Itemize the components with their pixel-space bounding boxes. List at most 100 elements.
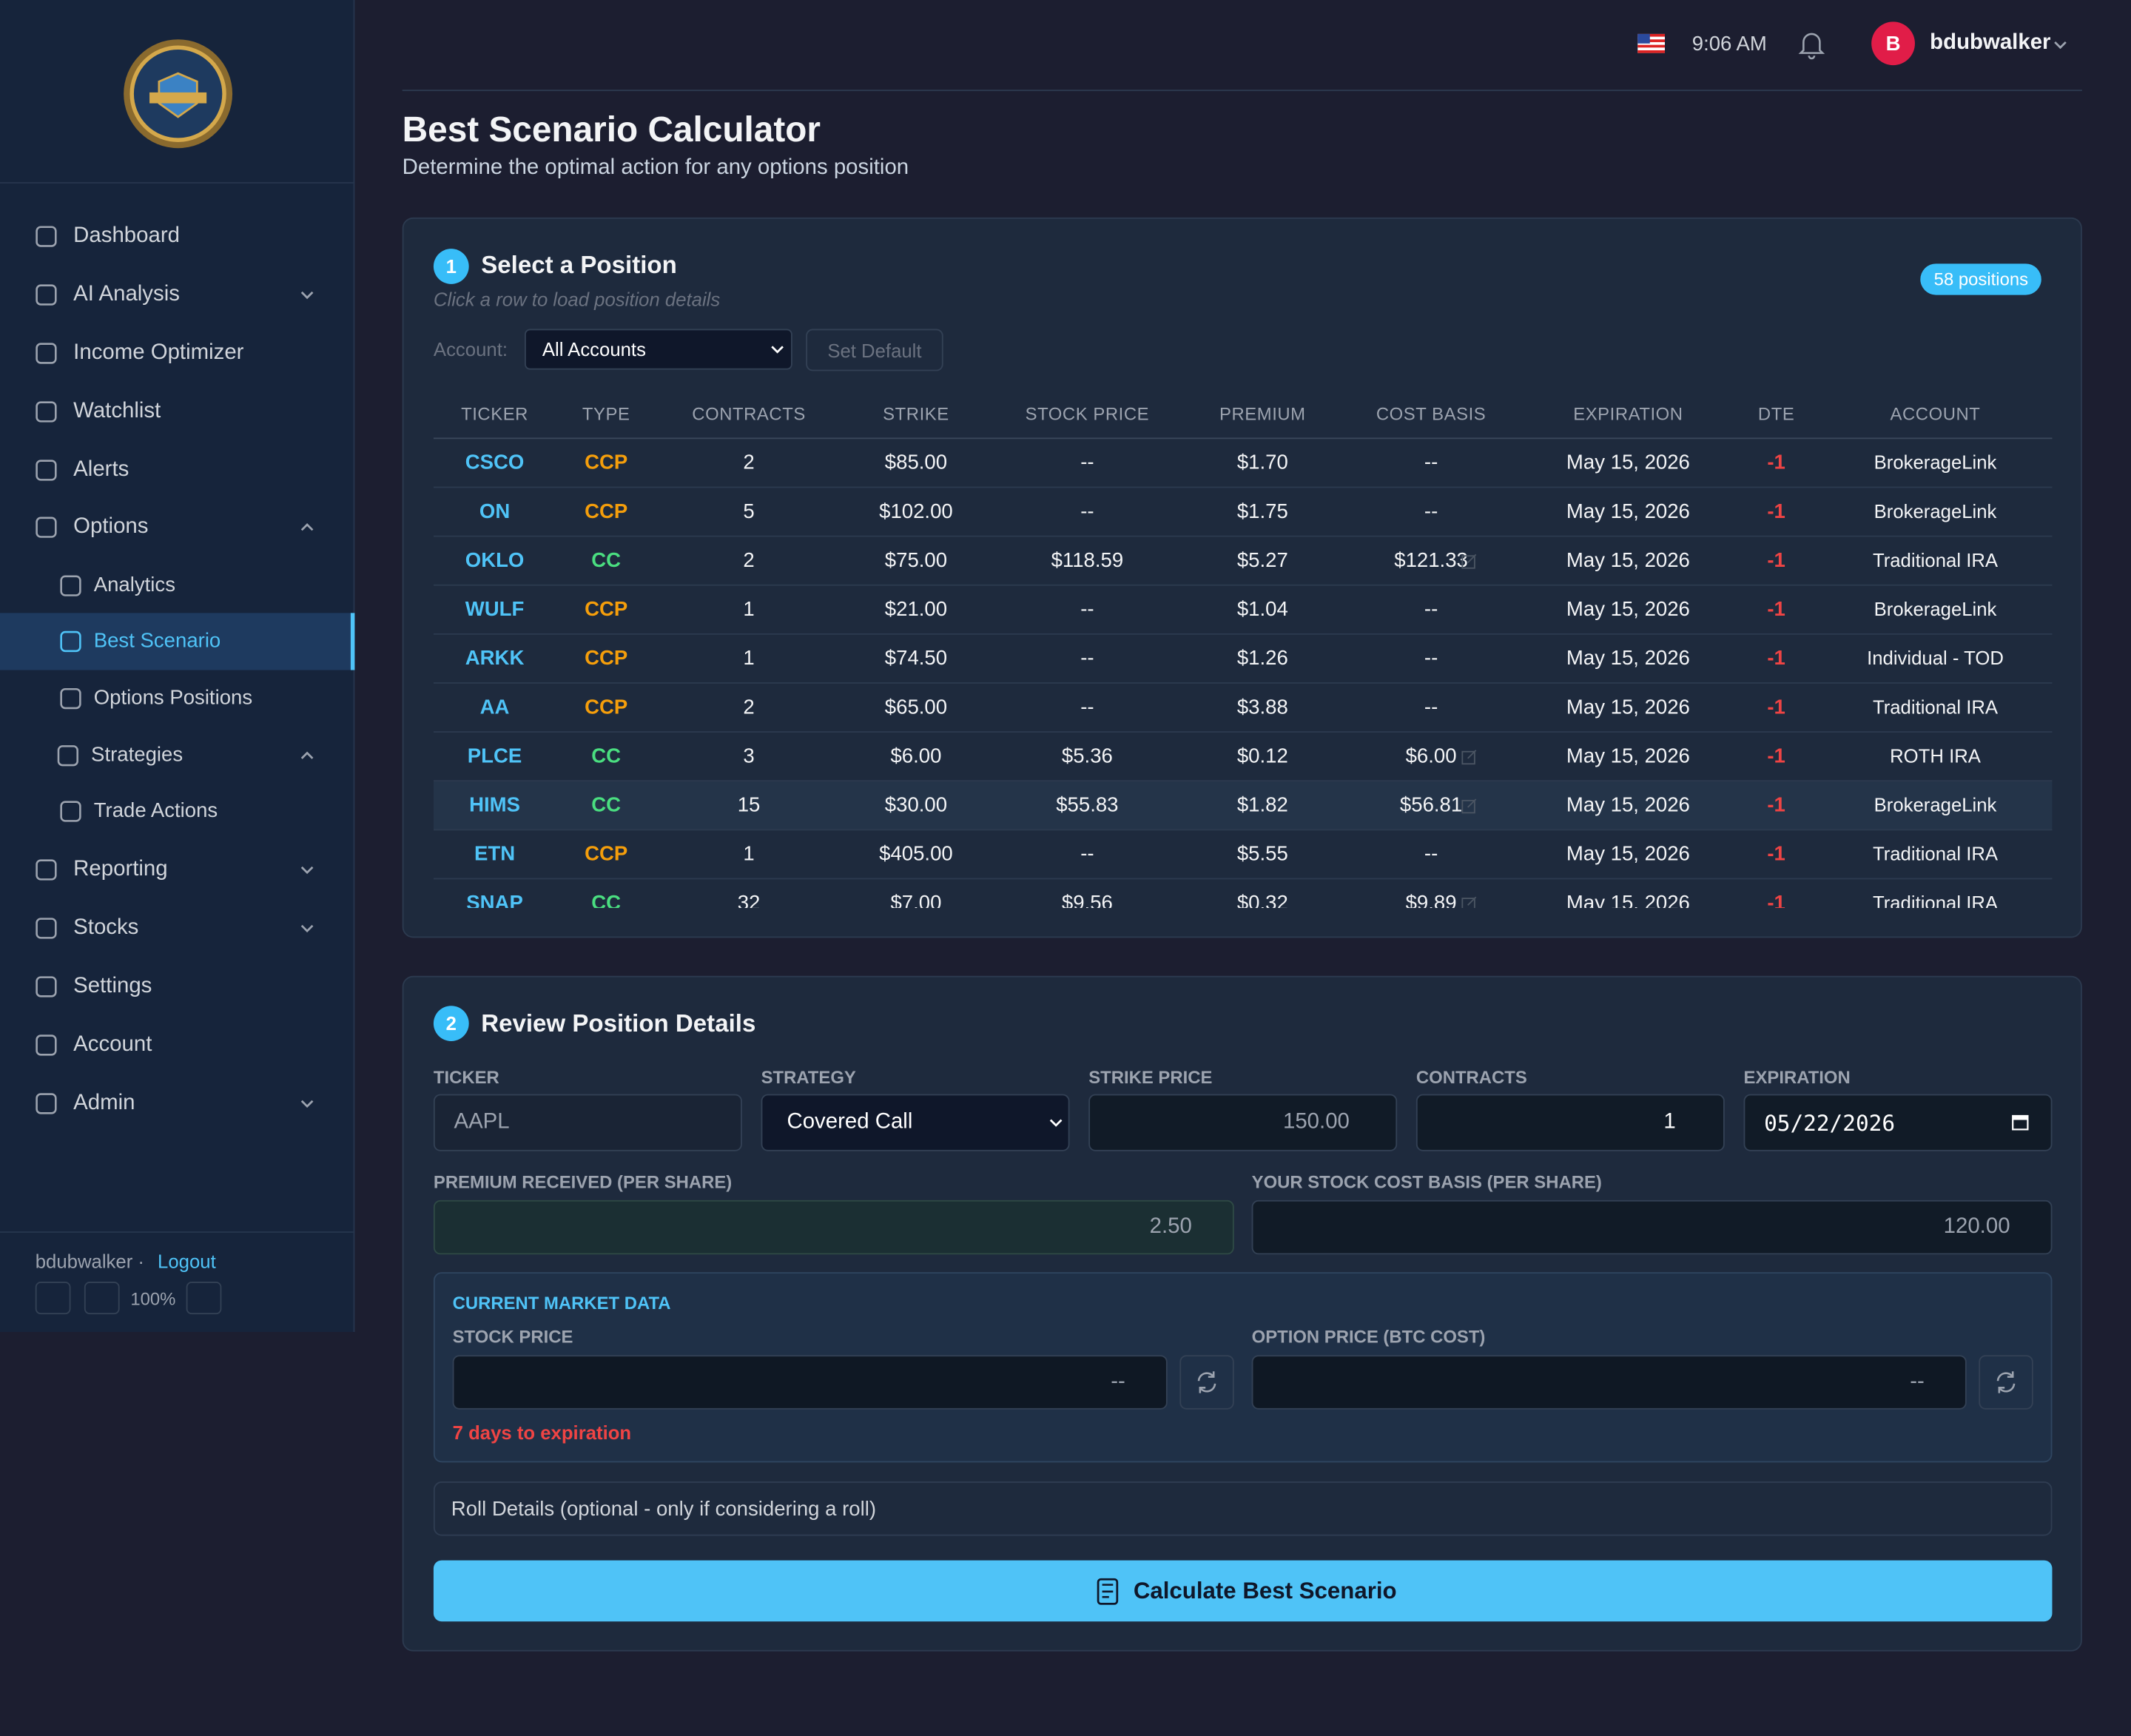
refresh-button[interactable] <box>1179 1355 1234 1410</box>
table-cell: $3.88 <box>1236 696 1288 719</box>
table-cell: May 15, 2026 <box>1566 696 1690 719</box>
table-cell: BrokerageLink <box>1874 499 1997 522</box>
column-header: EXPIRATION <box>1573 403 1683 425</box>
icon-button[interactable] <box>35 1282 71 1315</box>
table-cell: ROTH IRA <box>1890 744 1981 767</box>
nav-item[interactable]: Settings <box>73 974 152 998</box>
field-label: PREMIUM RECEIVED (PER SHARE) <box>433 1171 733 1192</box>
table-row[interactable]: WULF CCP 1 $21.00 -- $1.04 -- May 15, 2026 -1 Bro… <box>433 586 2053 635</box>
table-cell: CCP <box>585 499 628 524</box>
nav-item[interactable]: Account <box>73 1032 152 1057</box>
account-label: Account: <box>433 338 508 360</box>
table-cell: -1 <box>1767 647 1785 670</box>
table-body: CSCO CCP 2 $85.00 -- $1.70 -- May 15, 2026 -1 Bro… <box>433 439 2053 908</box>
table-cell: May 15, 2026 <box>1566 499 1690 524</box>
table-cell: $0.32 <box>1236 891 1288 908</box>
table-row[interactable]: SNAP CC 32 $7.00 $9.56 $0.32 $9.89 May 15, 2026… <box>434 879 2053 908</box>
strategy-select[interactable]: Covered Call <box>761 1094 1070 1151</box>
nav-icon <box>36 460 57 481</box>
table-cell: May 15, 2026 <box>1566 598 1690 622</box>
text-input[interactable]: 2.50 <box>433 1200 1234 1255</box>
nav-item[interactable]: Best Scenario <box>93 629 221 653</box>
edit-icon[interactable] <box>1461 798 1477 814</box>
table-row[interactable]: ARKK CCP 1 $74.50 -- $1.26 -- May 15, 2026 -1 Ind… <box>433 635 2053 684</box>
avatar[interactable]: B <box>1871 21 1915 66</box>
table-row[interactable]: ETN CCP 1 $405.00 -- $5.55 -- May 15, 2026 -1 Tra… <box>433 830 2053 880</box>
sidebar-divider <box>0 1231 355 1233</box>
table-cell: May 15, 2026 <box>1566 451 1690 475</box>
text-input[interactable]: AAPL <box>433 1094 742 1151</box>
table-row[interactable]: PLCE CC 3 $6.00 $5.36 $0.12 $6.00 May 15, 2026 -… <box>433 733 2053 782</box>
nav-item[interactable]: Trade Actions <box>93 799 218 823</box>
nav-icon <box>36 918 57 939</box>
text-input[interactable]: 1 <box>1415 1094 1725 1151</box>
table-cell: -- <box>1424 598 1438 622</box>
table-cell: SNAP <box>466 891 523 908</box>
table-row[interactable]: CSCO CCP 2 $85.00 -- $1.70 -- May 15, 2026 -1 Bro… <box>433 439 2053 488</box>
table-cell: May 15, 2026 <box>1566 842 1690 867</box>
nav-item[interactable]: Income Optimizer <box>73 341 244 365</box>
table-cell: -- <box>1080 842 1094 867</box>
clock: 9:06 AM <box>1691 33 1767 56</box>
nav-item[interactable]: Stocks <box>73 915 139 940</box>
chevron <box>1049 1119 1063 1127</box>
nav-item[interactable]: Reporting <box>73 857 168 881</box>
field-label: CONTRACTS <box>1415 1066 1527 1088</box>
text-input[interactable]: -- <box>1251 1355 1967 1410</box>
icon-button[interactable] <box>84 1282 120 1315</box>
table-cell: 2 <box>743 451 755 475</box>
table-cell: -- <box>1424 647 1438 670</box>
username[interactable]: bdubwalker <box>1930 31 2051 55</box>
table-cell: $1.82 <box>1236 793 1288 817</box>
account-select[interactable]: All Accounts <box>524 329 792 370</box>
table-cell: $5.55 <box>1236 842 1288 867</box>
nav-item[interactable]: Analytics <box>93 573 175 597</box>
field-label: STRIKE PRICE <box>1088 1066 1213 1088</box>
table-row[interactable]: AA CCP 2 $65.00 -- $3.88 -- May 15, 2026 -1 Tradi… <box>433 684 2053 733</box>
icon-button[interactable] <box>186 1282 222 1315</box>
text-input[interactable]: 120.00 <box>1251 1200 2053 1255</box>
section-title: Review Position Details <box>481 1009 756 1037</box>
refresh-button[interactable] <box>1979 1355 2033 1410</box>
table-row[interactable]: ON CCP 5 $102.00 -- $1.75 -- May 15, 2026 -1 Brok… <box>433 488 2053 537</box>
refresh-icon <box>1197 1371 1216 1393</box>
column-header: CONTRACTS <box>692 403 806 425</box>
chevron <box>2054 41 2067 50</box>
table-cell: -- <box>1424 499 1438 524</box>
table-cell: CC <box>591 793 622 817</box>
nav-item[interactable]: Watchlist <box>73 400 161 423</box>
table-cell: $405.00 <box>879 842 953 867</box>
nav-item[interactable]: Dashboard <box>73 224 180 248</box>
table-cell: HIMS <box>469 793 521 817</box>
text-input[interactable]: -- <box>452 1355 1168 1410</box>
hint: Click a row to load position details <box>433 288 721 310</box>
table-cell: PLCE <box>467 744 522 768</box>
table-cell: ARKK <box>465 647 525 670</box>
text-input[interactable]: 150.00 <box>1088 1094 1398 1151</box>
set-default-button[interactable]: Set Default <box>806 329 943 371</box>
table-cell: May 15, 2026 <box>1566 891 1690 908</box>
calculate-button[interactable] <box>433 1560 2053 1622</box>
table-row[interactable]: OKLO CC 2 $75.00 $118.59 $5.27 $121.33 May 15, … <box>433 537 2053 586</box>
logout-link[interactable]: Logout <box>158 1250 216 1273</box>
nav-item[interactable]: Admin <box>73 1091 135 1115</box>
nav-item[interactable]: Options Positions <box>93 686 253 710</box>
edit-icon[interactable] <box>1461 895 1477 908</box>
column-header: COST BASIS <box>1376 403 1487 425</box>
nav-item[interactable]: Options <box>73 515 149 539</box>
roll-details[interactable]: Roll Details (optional - only if conside… <box>433 1481 2053 1536</box>
table-cell: 2 <box>743 549 755 573</box>
edit-icon[interactable] <box>1461 554 1477 570</box>
table-cell: $1.26 <box>1236 647 1288 670</box>
field-label: STOCK PRICE <box>452 1326 573 1348</box>
table-cell: -1 <box>1767 451 1785 475</box>
nav-item[interactable]: AI Analysis <box>73 283 180 306</box>
nav-item[interactable]: Alerts <box>73 457 129 482</box>
nav-item[interactable]: Strategies <box>91 743 184 767</box>
table-cell: $56.81 <box>1399 793 1463 817</box>
table-row[interactable]: HIMS CC 15 $30.00 $55.83 $1.82 $56.81 May 15, 2… <box>433 781 2053 831</box>
edit-icon[interactable] <box>1461 749 1477 765</box>
nav-icon <box>57 745 78 767</box>
text-input[interactable]: 05/22/2026 <box>1743 1094 2053 1151</box>
